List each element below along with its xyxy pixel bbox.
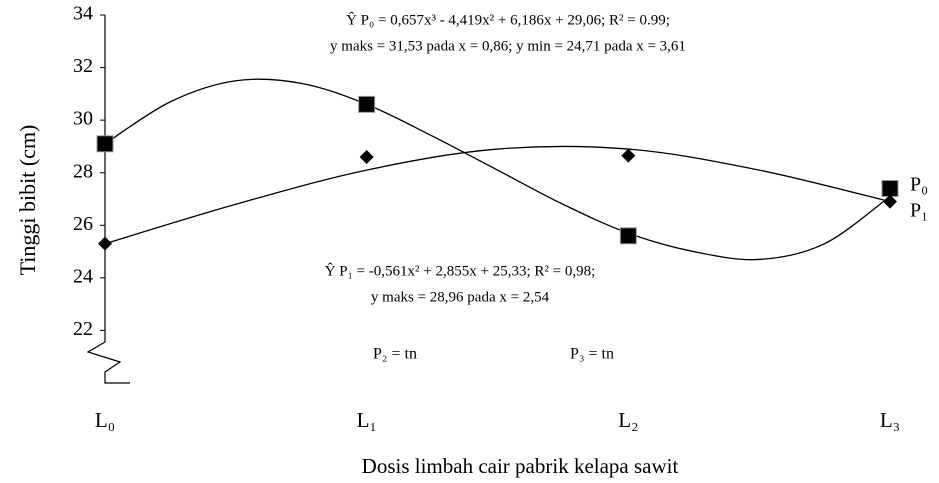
annotation: y maks = 31,53 pada x = 0,86; y min = 24… [330,38,686,54]
y-tick-label: 28 [73,160,93,182]
x-tick-label: L₀ [95,408,115,432]
fit-curve [104,78,891,261]
x-tick-label: L₃ [880,408,900,432]
y-tick-label: 22 [73,318,93,340]
square-marker [881,179,899,197]
y-axis-with-break [86,15,130,384]
diamond-marker [359,149,374,164]
y-tick-label: 26 [73,213,93,235]
y-axis-title: Tinggi bibit (cm) [15,125,40,276]
fit-curve [104,145,891,245]
legend-label: P₁ [910,200,928,222]
diamond-marker [98,236,112,251]
x-tick-label: L₁ [357,408,377,432]
annotation: y maks = 28,96 pada x = 2,54 [371,289,550,305]
x-axis-title: Dosis limbah cair pabrik kelapa sawit [362,454,679,478]
square-marker [358,95,376,113]
y-tick-label: 24 [73,265,93,287]
annotation: Ŷ P₀ = 0,657x³ - 4,419x² + 6,186x + 29,0… [346,11,670,28]
y-tick-label: 30 [73,108,93,130]
y-tick-label: 32 [73,55,93,77]
x-tick-label: L₂ [618,408,638,432]
y-tick-label: 34 [73,3,93,25]
annotation: Ŷ P₁ = -0,561x² + 2,855x + 25,33; R² = 0… [325,262,596,279]
square-marker [619,227,637,245]
legend-label: P₀ [910,174,928,196]
annotation: P₂ = tn [373,346,417,363]
annotation: P₃ = tn [570,346,614,363]
square-marker [96,135,114,153]
diamond-marker [621,148,636,163]
diamond-marker [883,194,897,209]
